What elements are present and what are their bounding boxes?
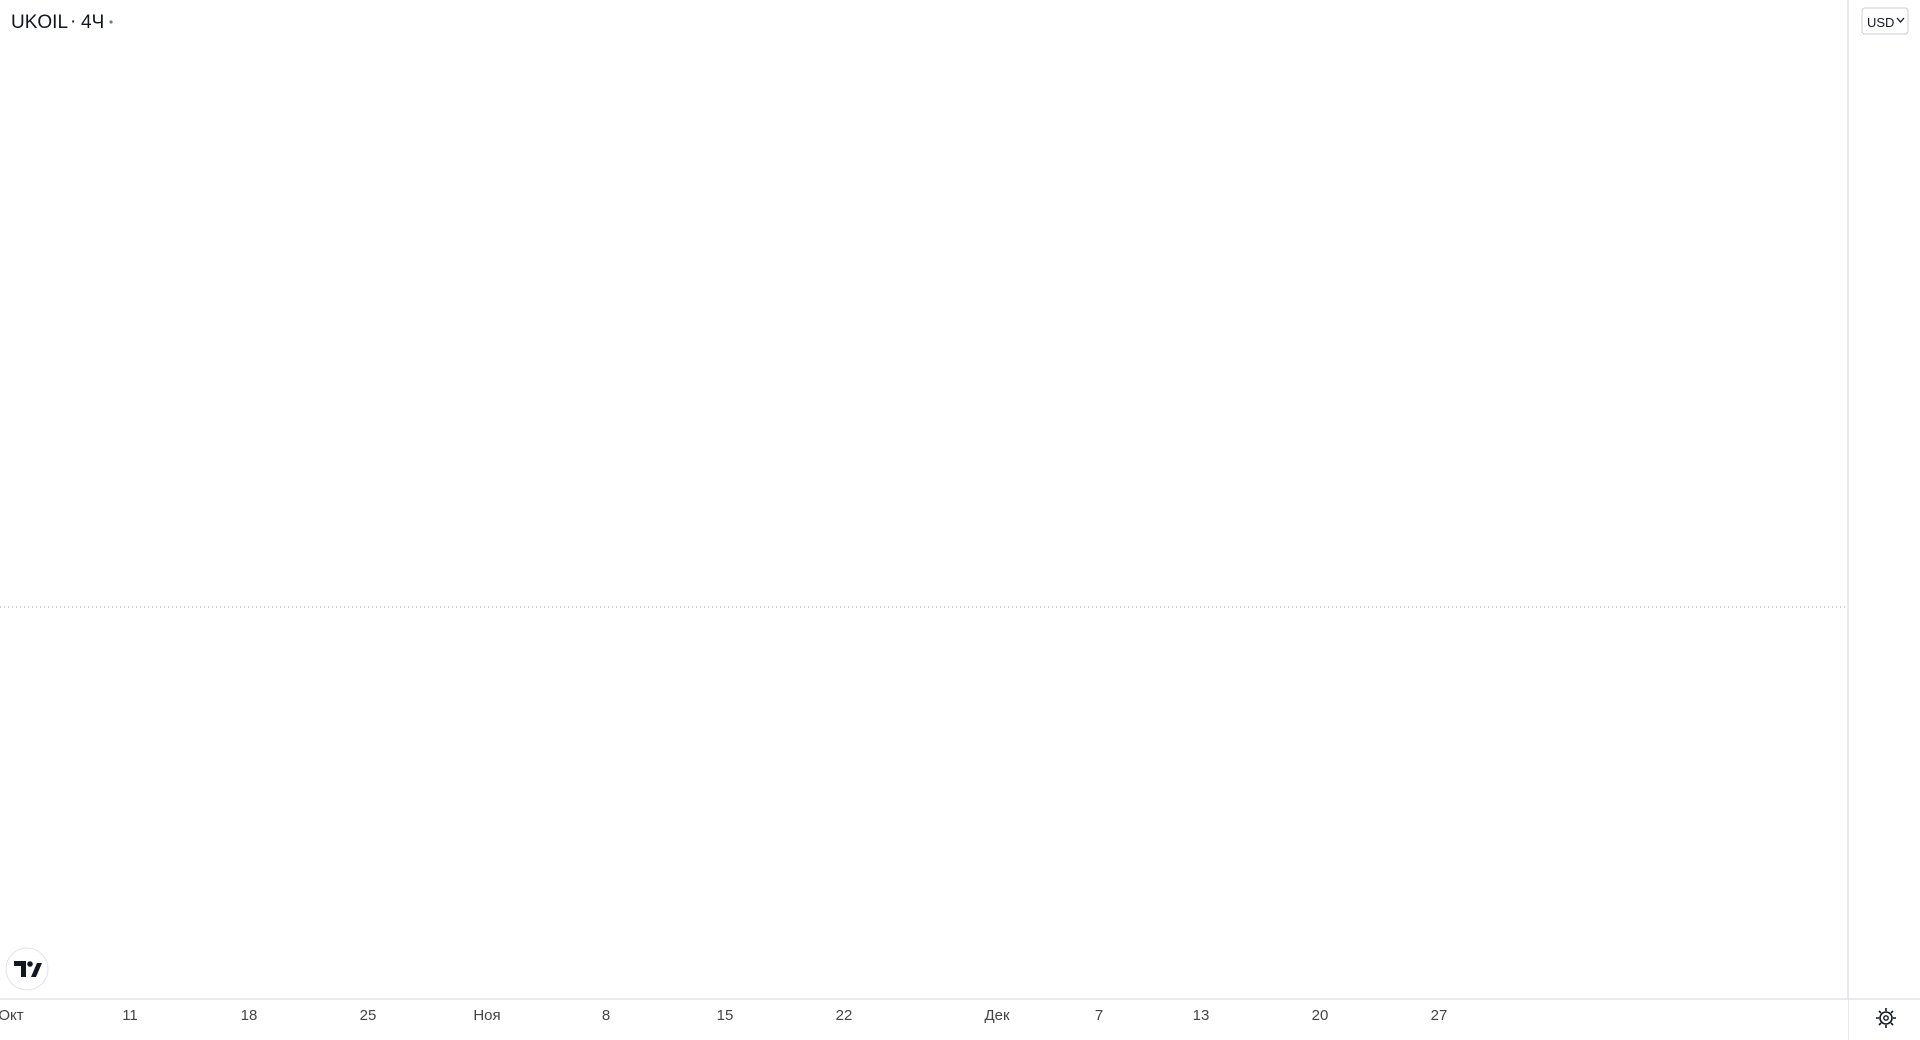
x-tick-label: Дек <box>984 1007 1010 1024</box>
logo-mark <box>14 961 26 977</box>
x-tick-label: Окт <box>0 1007 24 1024</box>
settings-gear-icon[interactable] <box>1876 1008 1896 1028</box>
chevron-down-icon[interactable] <box>1896 17 1905 23</box>
x-tick-label: 20 <box>1312 1007 1329 1024</box>
x-tick-label: Ноя <box>473 1007 500 1024</box>
title-dot-icon <box>109 20 113 24</box>
currency-label[interactable]: USD <box>1867 15 1894 30</box>
x-tick-label: 13 <box>1193 1007 1210 1024</box>
x-tick-label: 25 <box>360 1007 377 1024</box>
currency-selector[interactable]: USD <box>1861 7 1909 35</box>
x-tick-label: 22 <box>836 1007 853 1024</box>
tradingview-logo[interactable] <box>5 947 49 991</box>
x-tick-label: 15 <box>717 1007 734 1024</box>
x-tick-label: 8 <box>602 1007 610 1024</box>
symbol-name: UKOIL <box>11 12 68 33</box>
x-tick-label: 7 <box>1095 1007 1103 1024</box>
x-tick-label: 18 <box>241 1007 258 1024</box>
price-axis[interactable] <box>1848 0 1920 1040</box>
x-tick-label: 27 <box>1431 1007 1448 1024</box>
symbol-title: UKOIL · 4Ч <box>11 11 113 33</box>
title-separator: · <box>70 11 76 32</box>
interval-label: 4Ч <box>81 12 104 33</box>
x-tick-label: 11 <box>122 1007 138 1024</box>
time-axis[interactable] <box>0 999 1848 1040</box>
